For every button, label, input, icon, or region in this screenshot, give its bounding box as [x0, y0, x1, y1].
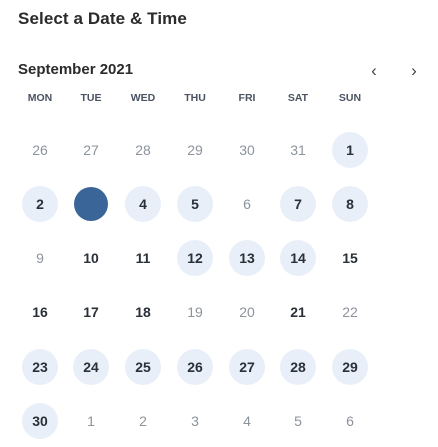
calendar-day[interactable]: 1: [332, 132, 368, 168]
day-number: 2: [139, 413, 147, 429]
day-number: 25: [135, 359, 151, 375]
weekday-header: TUE: [80, 92, 102, 104]
previous-month-button[interactable]: ‹: [364, 62, 384, 82]
day-number: 6: [243, 196, 251, 212]
calendar-day[interactable]: 5: [177, 186, 213, 222]
calendar-day: 6: [229, 186, 265, 222]
calendar-day[interactable]: 13: [229, 240, 265, 276]
weekday-header: THU: [184, 92, 206, 104]
calendar-day: 2: [125, 403, 161, 439]
calendar-day: 31: [280, 132, 316, 168]
day-number: 5: [294, 413, 302, 429]
calendar-day[interactable]: 29: [332, 349, 368, 385]
day-number: 1: [346, 142, 354, 158]
calendar-day[interactable]: 7: [280, 186, 316, 222]
day-number: 30: [239, 142, 255, 158]
calendar-day: 21: [280, 294, 316, 330]
weekday-header: FRI: [238, 92, 256, 104]
day-number: 31: [290, 142, 306, 158]
calendar-day: 9: [22, 240, 58, 276]
day-number: 27: [83, 142, 99, 158]
day-number: 9: [36, 250, 44, 266]
day-number: 11: [135, 250, 151, 266]
calendar-day: 15: [332, 240, 368, 276]
calendar-day[interactable]: 27: [229, 349, 265, 385]
calendar-day: 28: [125, 132, 161, 168]
day-number: 26: [187, 359, 203, 375]
calendar-day: 19: [177, 294, 213, 330]
calendar-day: 5: [280, 403, 316, 439]
calendar-day[interactable]: 4: [125, 186, 161, 222]
day-number: 16: [32, 304, 48, 320]
day-number: 22: [342, 304, 358, 320]
calendar-day[interactable]: 12: [177, 240, 213, 276]
day-number: 21: [290, 304, 306, 320]
day-number: 7: [294, 196, 302, 212]
day-number: 12: [187, 250, 203, 266]
calendar-day: 30: [229, 132, 265, 168]
calendar-day: 27: [73, 132, 109, 168]
day-number: 5: [191, 196, 199, 212]
calendar-day[interactable]: 23: [22, 349, 58, 385]
calendar-day: 3: [177, 403, 213, 439]
calendar-day: 26: [22, 132, 58, 168]
day-number: 6: [346, 413, 354, 429]
day-number: 23: [32, 359, 48, 375]
calendar-day: 29: [177, 132, 213, 168]
next-month-button[interactable]: ›: [404, 62, 424, 82]
calendar-day[interactable]: 28: [280, 349, 316, 385]
day-number: 4: [243, 413, 251, 429]
calendar-day[interactable]: 24: [73, 349, 109, 385]
calendar-day: 18: [125, 294, 161, 330]
calendar-day[interactable]: 25: [125, 349, 161, 385]
day-number: 24: [83, 359, 99, 375]
day-number: 29: [342, 359, 358, 375]
day-number: 19: [187, 304, 203, 320]
day-number: 2: [36, 196, 44, 212]
calendar-day[interactable]: 2: [22, 186, 58, 222]
calendar-day: 11: [125, 240, 161, 276]
day-number: 1: [87, 413, 95, 429]
day-number: 26: [32, 142, 48, 158]
calendar-day: 20: [229, 294, 265, 330]
calendar-day: 4: [229, 403, 265, 439]
calendar-day: 1: [73, 403, 109, 439]
chevron-right-icon: ›: [411, 61, 417, 80]
day-number: 3: [191, 413, 199, 429]
calendar-day: 10: [73, 240, 109, 276]
day-number: 10: [83, 250, 99, 266]
day-number: 15: [342, 250, 358, 266]
calendar-day: 17: [73, 294, 109, 330]
weekday-header: MON: [27, 92, 53, 104]
weekday-header: WED: [130, 92, 156, 104]
day-number: 20: [239, 304, 255, 320]
month-label: September 2021: [18, 61, 134, 78]
chevron-left-icon: ‹: [371, 61, 377, 80]
calendar-day[interactable]: 14: [280, 240, 316, 276]
calendar-day[interactable]: 8: [332, 186, 368, 222]
calendar-day: 16: [22, 294, 58, 330]
day-number: 4: [139, 196, 147, 212]
day-number: 8: [346, 196, 354, 212]
day-number: 17: [83, 304, 99, 320]
calendar-day[interactable]: 26: [177, 349, 213, 385]
day-number: 27: [239, 359, 255, 375]
day-number: 13: [239, 250, 255, 266]
calendar-day[interactable]: 30: [22, 403, 58, 439]
day-number: 18: [135, 304, 151, 320]
page-title: Select a Date & Time: [18, 9, 187, 28]
day-number: 14: [290, 250, 306, 266]
weekday-header: SAT: [287, 92, 309, 104]
day-number: 30: [32, 413, 48, 429]
day-number: 28: [135, 142, 151, 158]
selected-day[interactable]: [74, 187, 108, 221]
day-number: 29: [187, 142, 203, 158]
calendar-day: 6: [332, 403, 368, 439]
day-number: 28: [290, 359, 306, 375]
calendar-day: 22: [332, 294, 368, 330]
weekday-header: SUN: [338, 92, 362, 104]
